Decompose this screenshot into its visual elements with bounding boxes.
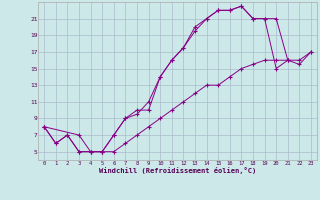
X-axis label: Windchill (Refroidissement éolien,°C): Windchill (Refroidissement éolien,°C)	[99, 167, 256, 174]
